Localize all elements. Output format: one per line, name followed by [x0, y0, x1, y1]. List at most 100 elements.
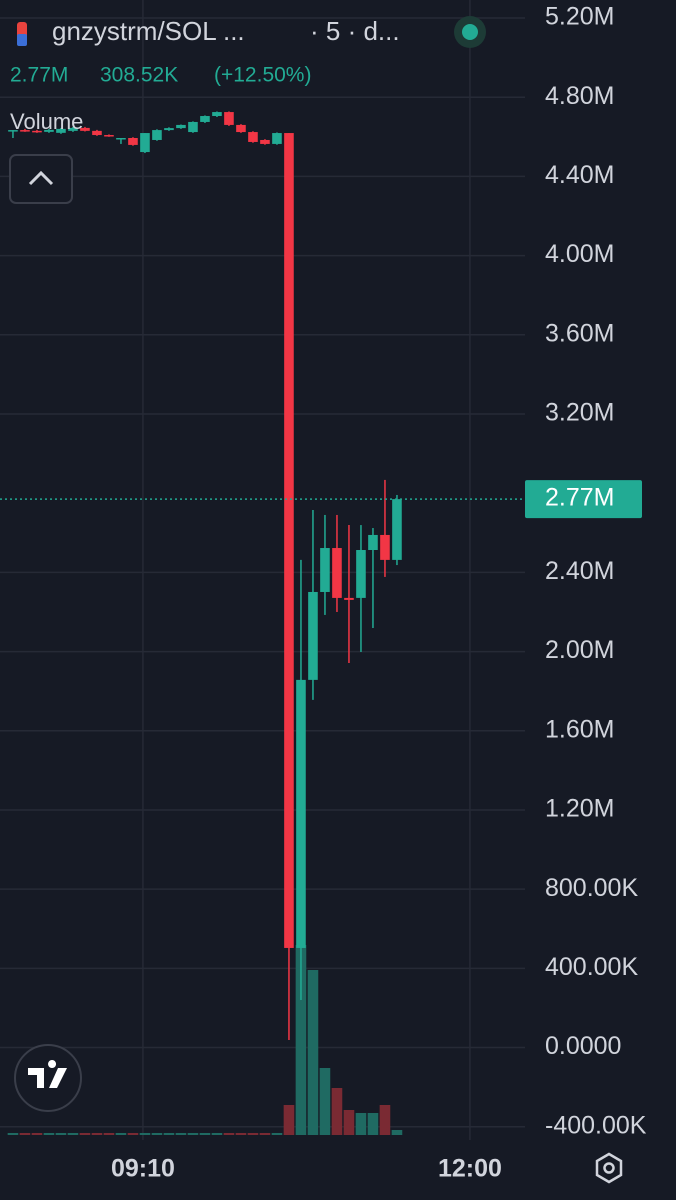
- volume-bar: [367, 1113, 379, 1135]
- candle-body: [140, 133, 150, 153]
- candle-body: [176, 124, 186, 129]
- candle-body: [116, 137, 126, 140]
- candle-body: [20, 130, 30, 132]
- candle-body: [344, 597, 354, 600]
- y-tick-label: 5.20M: [545, 3, 614, 31]
- x-tick-label: 09:10: [111, 1155, 175, 1183]
- candle-body: [212, 112, 222, 117]
- settings-center: [603, 1162, 615, 1174]
- y-tick-label: 1.20M: [545, 795, 614, 823]
- token-icon-base: [17, 34, 27, 46]
- candle-body: [32, 130, 42, 133]
- candle-body: [356, 550, 366, 598]
- y-tick-label: 4.80M: [545, 82, 614, 110]
- collapse-icon: [28, 170, 54, 186]
- settings-icon[interactable]: [595, 1152, 623, 1184]
- candle-body: [56, 128, 66, 133]
- candle-body: [380, 534, 390, 560]
- volume-bar: [331, 1088, 343, 1135]
- candle-body: [200, 116, 210, 122]
- volume-bar: [391, 1130, 403, 1135]
- volume-bar: [7, 1133, 19, 1135]
- x-tick-label: 12:00: [438, 1155, 502, 1183]
- volume-bar: [355, 1113, 367, 1135]
- candle-body: [272, 133, 282, 144]
- volume-bar: [19, 1133, 31, 1135]
- candle-body: [248, 132, 258, 142]
- candle-body: [188, 121, 198, 133]
- y-tick-label: 4.00M: [545, 240, 614, 268]
- candle-body: [392, 499, 402, 560]
- candle-body: [296, 679, 306, 948]
- candle-body: [8, 130, 18, 132]
- interval: · 5 · d...: [310, 16, 400, 46]
- volume-bar: [343, 1110, 355, 1135]
- volume-bar: [379, 1105, 391, 1135]
- candle-body: [224, 112, 234, 125]
- volume-bar: [163, 1133, 175, 1135]
- volume-bar: [247, 1133, 259, 1135]
- volume-bar: [151, 1133, 163, 1135]
- volume-bar: [67, 1133, 79, 1135]
- candle-body: [332, 548, 342, 598]
- candle-body: [92, 130, 102, 136]
- candle-body: [308, 591, 318, 680]
- y-tick-label: 3.60M: [545, 319, 614, 347]
- symbol: gnzystrm/SOL ...: [52, 16, 245, 46]
- volume-bar: [295, 945, 307, 1135]
- candle-body: [128, 137, 138, 145]
- candle-body: [152, 130, 162, 140]
- volume-bar: [175, 1133, 187, 1135]
- volume-bar: [187, 1133, 199, 1135]
- volume-bar: [259, 1133, 271, 1135]
- volume-bar: [307, 970, 319, 1135]
- y-tick-label: 400.00K: [545, 953, 638, 981]
- y-tick-label: 800.00K: [545, 874, 638, 902]
- y-tick-label: -400.00K: [545, 1111, 647, 1139]
- volume-bar: [55, 1133, 67, 1135]
- logo[interactable]: [14, 1044, 82, 1112]
- volume-bar: [283, 1105, 295, 1135]
- candle-body: [104, 135, 114, 137]
- logo-mark: [28, 1060, 67, 1088]
- candle-body: [68, 127, 78, 131]
- volume-bar: [115, 1133, 127, 1135]
- y-tick-label: 1.60M: [545, 715, 614, 743]
- y-tick-label: 2.00M: [545, 636, 614, 664]
- volume-bar: [211, 1133, 223, 1135]
- volume-bar: [43, 1133, 55, 1135]
- status-dot: [462, 24, 478, 40]
- volume-bar: [199, 1133, 211, 1135]
- candle-body: [164, 128, 174, 131]
- candle-body: [260, 139, 270, 144]
- volume-bar: [271, 1133, 283, 1135]
- volume-bar: [91, 1133, 103, 1135]
- volume-bar: [319, 1068, 331, 1135]
- candle-body: [320, 548, 330, 592]
- y-tick-label: 2.40M: [545, 557, 614, 585]
- volume-bar: [127, 1133, 139, 1135]
- volume-bar: [235, 1133, 247, 1135]
- candle-body: [236, 124, 246, 133]
- volume-bar: [139, 1133, 151, 1135]
- change: 308.52K: [100, 64, 178, 87]
- volume-bar: [31, 1133, 43, 1135]
- volume-label: Volume: [10, 109, 83, 134]
- price: 2.77M: [10, 64, 68, 87]
- candle-body: [80, 127, 90, 131]
- candle-body: [284, 133, 294, 948]
- candle-body: [368, 534, 378, 551]
- y-tick-label: 3.20M: [545, 399, 614, 427]
- last-price-tag: [525, 480, 642, 519]
- candle-body: [44, 129, 54, 132]
- volume-bar: [223, 1133, 235, 1135]
- volume-bar: [79, 1133, 91, 1135]
- last-price-label: 2.77M: [545, 484, 614, 512]
- change-pct: (+12.50%): [214, 64, 311, 87]
- y-tick-label: 0.0000: [545, 1032, 621, 1060]
- y-tick-label: 4.40M: [545, 161, 614, 189]
- volume-bar: [103, 1133, 115, 1135]
- collapse-button[interactable]: [9, 154, 73, 204]
